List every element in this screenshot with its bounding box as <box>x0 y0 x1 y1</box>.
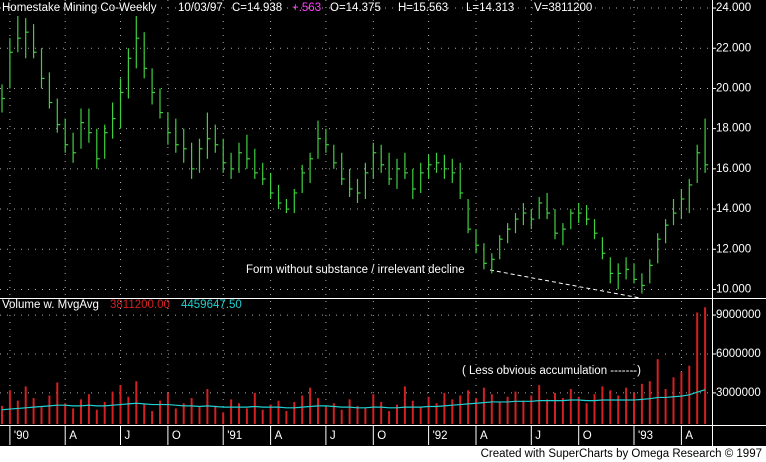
trend-line <box>489 269 641 299</box>
x-tick-label: A <box>480 430 488 442</box>
y-tick-label: 18.000 <box>716 123 751 135</box>
volume-text: V=3811200 <box>534 2 592 14</box>
x-tick-label: '90 <box>14 430 29 442</box>
y-tick-label: 24.000 <box>716 2 751 14</box>
y-tick-label: 12.000 <box>716 243 751 255</box>
y-tick-label: 22.000 <box>716 42 751 54</box>
moving-average <box>1 389 706 411</box>
close-text: C=14.938 <box>232 2 282 14</box>
x-tick-label: O <box>172 430 181 442</box>
footer: Created with SuperCharts by Omega Resear… <box>481 448 762 460</box>
x-tick-label: O <box>377 430 386 442</box>
legend-entry: 3811200.00 <box>110 299 170 311</box>
y-tick-label: 9000000 <box>716 309 761 321</box>
x-tick-label: A <box>275 430 283 442</box>
annotation: Form without substance / irrelevant decl… <box>246 264 465 276</box>
legend-entry: 4459647.50 <box>181 299 242 311</box>
x-tick-label: '93 <box>638 430 653 442</box>
x-tick-label: '92 <box>433 430 448 442</box>
y-tick-label: 6000000 <box>716 348 761 360</box>
y-tick-label: 16.000 <box>716 163 751 175</box>
x-tick-label: '91 <box>227 430 242 442</box>
y-tick-label: 10.000 <box>716 283 751 295</box>
open-text: O=14.375 <box>330 2 381 14</box>
x-tick-label: A <box>685 430 693 442</box>
y-tick-label: 3000000 <box>716 387 761 399</box>
x-tick-label: J <box>330 430 336 442</box>
y-tick-label: 14.000 <box>716 203 751 215</box>
high-text: H=15.563 <box>398 2 448 14</box>
annotation: ( Less obvious accumulation -------) <box>462 365 641 377</box>
change-text: +.563 <box>292 2 321 14</box>
x-tick-label: J <box>535 430 541 442</box>
footer-strip <box>0 446 766 462</box>
x-tick-label: O <box>583 430 592 442</box>
volume-title: Volume w. MvgAvg <box>2 299 99 311</box>
chart-title: Homestake Mining Co-Weekly <box>2 2 157 14</box>
x-tick-label: J <box>125 430 131 442</box>
date: 10/03/97 <box>178 2 223 14</box>
y-tick-label: 20.000 <box>716 82 751 94</box>
x-tick-label: A <box>69 430 77 442</box>
